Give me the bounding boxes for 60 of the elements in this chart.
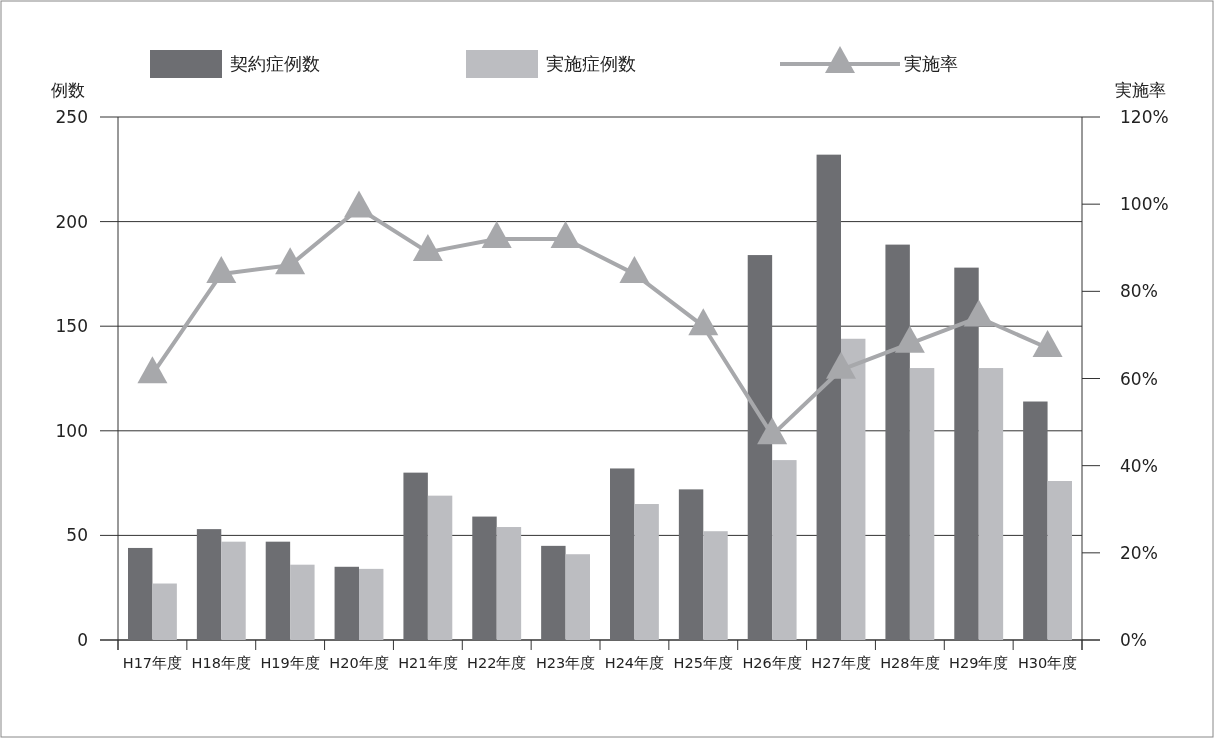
y-tick-label: 100: [55, 420, 88, 441]
y-tick-label: 0: [77, 630, 88, 650]
bar: [909, 368, 935, 640]
bar: [290, 564, 315, 640]
x-tick-label: H25年度: [673, 655, 733, 671]
bar: [472, 516, 497, 640]
y-tick-label: 150: [55, 316, 88, 337]
y-tick-label: 200: [55, 211, 88, 232]
y2-tick-label: 120%: [1120, 107, 1169, 127]
bar: [634, 504, 659, 640]
x-tick-label: H26年度: [742, 655, 802, 671]
bar: [196, 529, 222, 640]
legend-label: 実施症例数: [546, 53, 636, 74]
x-tick-label: H24年度: [604, 655, 665, 671]
legend-label: 実施率: [904, 53, 958, 74]
x-tick-label: H20年度: [329, 655, 389, 671]
x-tick-label: H21年度: [398, 655, 458, 671]
bar: [128, 547, 153, 640]
bar: [678, 489, 704, 640]
y2-tick-label: 100%: [1120, 194, 1169, 215]
x-tick-label: H28年度: [880, 655, 940, 671]
bar: [978, 368, 1004, 640]
legend-label: 契約症例数: [230, 53, 320, 74]
bar: [1023, 401, 1048, 640]
bar: [541, 545, 566, 640]
y2-tick-label: 40%: [1120, 455, 1158, 476]
bar: [610, 468, 635, 640]
x-tick-label: H30年度: [1017, 655, 1078, 671]
x-tick-label: H17年度: [122, 655, 183, 671]
x-tick-label: H22年度: [467, 655, 527, 671]
bar: [265, 541, 291, 640]
x-tick-label: H27年度: [811, 655, 871, 671]
y2-tick-label: 60%: [1120, 368, 1158, 389]
bar: [703, 531, 728, 640]
bar: [885, 244, 910, 640]
y-tick-label: 250: [55, 107, 88, 127]
bar: [221, 541, 246, 640]
bar: [772, 460, 797, 640]
y2-tick-label: 80%: [1120, 281, 1158, 302]
bar: [565, 554, 590, 640]
bar: [496, 527, 522, 640]
bar: [747, 255, 773, 640]
y2-tick-label: 20%: [1120, 542, 1158, 563]
bar: [1047, 481, 1072, 640]
x-tick-label: H18年度: [191, 655, 251, 671]
y-tick-label: 50: [66, 525, 88, 546]
bar: [816, 154, 841, 640]
x-tick-label: H23年度: [535, 655, 596, 671]
bar: [152, 583, 177, 640]
y2-axis-title: 実施率: [1114, 80, 1166, 100]
bar: [403, 472, 428, 640]
bar: [359, 568, 384, 640]
bar: [334, 566, 359, 640]
x-tick-label: H29年度: [949, 655, 1009, 671]
bar: [427, 495, 453, 640]
bar: [954, 267, 979, 640]
y2-tick-label: 0%: [1120, 630, 1147, 650]
y-axis-title: 例数: [51, 80, 85, 100]
x-tick-label: H19年度: [260, 655, 320, 671]
bar: [841, 338, 866, 640]
